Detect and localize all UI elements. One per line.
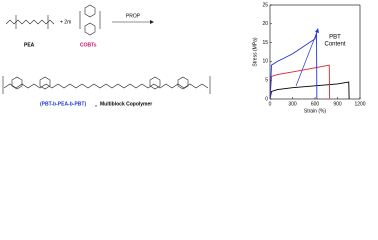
figure: PEA + 2m COBTs PROP (PBT-b-PEA-b-PBT) n … — [2, 2, 366, 114]
y-tick-label: 0 — [265, 96, 268, 102]
annotation: Content — [324, 42, 345, 48]
annotation-arrow-head — [315, 28, 319, 33]
x-axis-title: Strain (%) — [304, 108, 327, 114]
benzene-ring — [177, 76, 189, 90]
reactant-label: PEA — [24, 42, 35, 48]
y-axis-title: Stress (MPa) — [252, 37, 258, 67]
arrow-head — [150, 20, 154, 24]
condition: PROP — [126, 13, 141, 19]
y-tick-label: 10 — [262, 59, 268, 65]
x-tick-label: 300 — [288, 101, 297, 107]
coefficient: + 2m — [60, 19, 71, 25]
pea-structure — [5, 19, 55, 25]
series-line — [269, 64, 331, 100]
benzene-ring — [11, 76, 23, 90]
series-line — [269, 81, 350, 100]
benzene-ring — [39, 76, 51, 90]
product-name: (PBT-b-PEA-b-PBT) — [40, 101, 86, 107]
annotation-arrow — [295, 31, 318, 87]
y-tick-label: 5 — [265, 78, 268, 84]
x-tick-label: 600 — [311, 101, 320, 107]
series-line — [269, 33, 318, 100]
product-structure — [3, 83, 209, 89]
y-tick-label: 20 — [262, 21, 268, 27]
scheme: PEA + 2m COBTs PROP (PBT-b-PEA-b-PBT) n … — [2, 4, 211, 108]
x-tick-label: 0 — [269, 101, 272, 107]
x-tick-label: 900 — [333, 101, 342, 107]
reactant-label: COBTs — [80, 42, 97, 48]
annotation: PBT — [329, 35, 341, 41]
product-subscript: n — [95, 103, 97, 108]
chart: 0 5 10 15 20 25 0 300 600 900 1200 Strain (%) Stress… — [252, 2, 365, 114]
y-tick-label: 15 — [262, 40, 268, 46]
product-label: Multiblock Copolymer — [100, 101, 152, 107]
plot-frame — [269, 4, 361, 100]
benzene-ring — [84, 22, 96, 36]
benzene-ring — [84, 4, 96, 18]
x-tick-label: 1200 — [354, 101, 365, 107]
y-tick-label: 25 — [262, 2, 268, 8]
benzene-ring — [149, 76, 161, 90]
